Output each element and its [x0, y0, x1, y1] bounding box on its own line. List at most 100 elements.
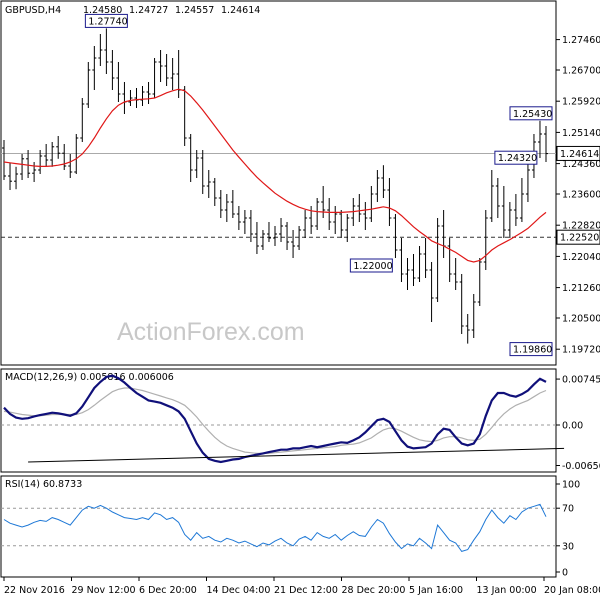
ohlc-bar: [303, 210, 308, 238]
ohlc-bar: [495, 178, 500, 218]
ohlc-bar: [435, 218, 440, 302]
ohlc-bar: [26, 150, 31, 178]
rsi-y-tick-label: 0: [562, 568, 568, 579]
ohlc-bar: [453, 258, 458, 290]
price-annotation: 1.22000: [349, 258, 393, 273]
macd-y-tick-label: -0.006568: [562, 461, 600, 472]
price-annotation: 1.25430: [509, 106, 553, 121]
ohlc-bar: [411, 254, 416, 286]
ohlc-bar: [357, 194, 362, 222]
price-y-tick-label: 1.23600: [562, 190, 600, 201]
ohlc-bar: [20, 154, 25, 180]
price-annotation-box: [509, 106, 553, 121]
x-axis-tick-label: 5 Jan 16:00: [409, 585, 463, 596]
ohlc-bar: [423, 238, 428, 278]
ohlc-bar: [279, 218, 284, 242]
price-y-tick-label: 1.27460: [562, 35, 600, 46]
ohlc-bar: [537, 120, 542, 158]
ohlc-bar: [459, 274, 464, 334]
ohlc-bar: [273, 226, 277, 246]
ohlc-bar: [62, 144, 67, 170]
ohlc-bar: [285, 222, 290, 250]
ohlc-bar: [188, 134, 193, 182]
ohlc-bar: [260, 230, 265, 250]
ohlc-bar: [525, 162, 530, 202]
support-level-label: 1.22520: [560, 233, 599, 244]
ohlc-bar: [447, 238, 452, 282]
ohlc-bar: [200, 150, 205, 194]
price-annotation-label: 1.24320: [498, 153, 537, 164]
x-axis-tick-label: 20 Jan 08:00: [544, 585, 600, 596]
price-header-close: 1.24614: [221, 5, 260, 16]
price-layer: 1.27740 1.25430 1.24320 1.22000 1.19860: [1, 13, 556, 357]
ohlc-bar: [146, 82, 151, 104]
ohlc-bar: [236, 206, 241, 230]
ohlc-bar: [80, 98, 85, 142]
price-y-tick-label: 1.22820: [562, 221, 600, 232]
price-annotation: 1.19860: [509, 342, 553, 357]
ohlc-bar: [164, 54, 169, 86]
ohlc-bar: [291, 230, 296, 258]
ohlc-bar: [32, 162, 37, 182]
macd-y-tick-label: 0.007452: [562, 375, 600, 386]
ohlc-bar: [74, 134, 79, 174]
price-y-tick-label: 1.19720: [562, 345, 600, 356]
macd-y-tick-label: 0.00: [562, 421, 583, 432]
ohlc-bar: [224, 194, 229, 222]
ohlc-bar: [483, 210, 488, 270]
price-annotation: 1.27740: [84, 13, 128, 28]
macd-layer: [1, 374, 565, 464]
ohlc-bar: [369, 186, 374, 222]
ohlc-bar: [507, 202, 512, 238]
ohlc-bar: [14, 166, 19, 190]
price-annotation-box: [509, 342, 553, 357]
ohlc-bar: [206, 170, 211, 198]
ohlc-bar: [86, 62, 91, 108]
ohlc-bar: [152, 58, 157, 98]
price-header-low: 1.24557: [175, 5, 214, 16]
ohlc-bar: [254, 222, 259, 254]
ohlc-bar: [333, 206, 338, 234]
price-annotation-label: 1.22000: [353, 261, 392, 272]
ohlc-bar: [339, 210, 344, 238]
ohlc-bar: [363, 202, 368, 230]
ohlc-bar: [405, 258, 410, 290]
macd-main-line: [3, 374, 547, 464]
price-y-tick-label: 1.20500: [562, 314, 600, 325]
ohlc-bar: [8, 162, 13, 190]
ohlc-bar: [140, 86, 145, 106]
ohlc-bar: [50, 142, 55, 167]
price-annotation: 1.24320: [494, 150, 538, 165]
price-annotation-box: [349, 258, 393, 273]
price-panel-frame: [0, 0, 557, 366]
ohlc-bar: [501, 186, 506, 238]
ohlc-bar: [489, 170, 494, 222]
x-axis-tick-label: 21 Dec 12:00: [274, 585, 338, 596]
ohlc-bar: [116, 62, 121, 102]
x-axis-tick-label: 28 Dec 20:00: [342, 585, 406, 596]
price-header-high: 1.24727: [129, 5, 168, 16]
ohlc-bar: [471, 294, 476, 338]
macd-title: MACD(12,26,9) 0.005816 0.006006: [5, 372, 174, 383]
ohlc-bar: [393, 214, 398, 258]
price-annotation-box: [84, 13, 128, 28]
ohlc-bar: [327, 198, 332, 230]
watermark: ActionForex.com: [117, 318, 305, 346]
ohlc-bar: [218, 190, 223, 218]
price-y-tick-label: 1.26700: [562, 66, 600, 77]
ohlc-bar: [465, 314, 470, 344]
ohlc-bar: [477, 258, 482, 306]
rsi-panel-frame: [0, 475, 557, 578]
ohlc-bar: [230, 190, 235, 218]
ohlc-bar: [248, 210, 253, 242]
current-price-label: 1.24614: [560, 149, 599, 160]
price-y-tick-label: 1.22040: [562, 252, 600, 263]
ohlc-bar: [315, 198, 320, 230]
ohlc-bar: [242, 210, 247, 234]
ohlc-bar: [345, 214, 350, 242]
price-header-open: 1.24580: [83, 5, 122, 16]
x-axis-tick-label: 6 Dec 20:00: [139, 585, 197, 596]
ohlc-bar: [38, 150, 43, 174]
ohlc-bar: [170, 58, 175, 90]
